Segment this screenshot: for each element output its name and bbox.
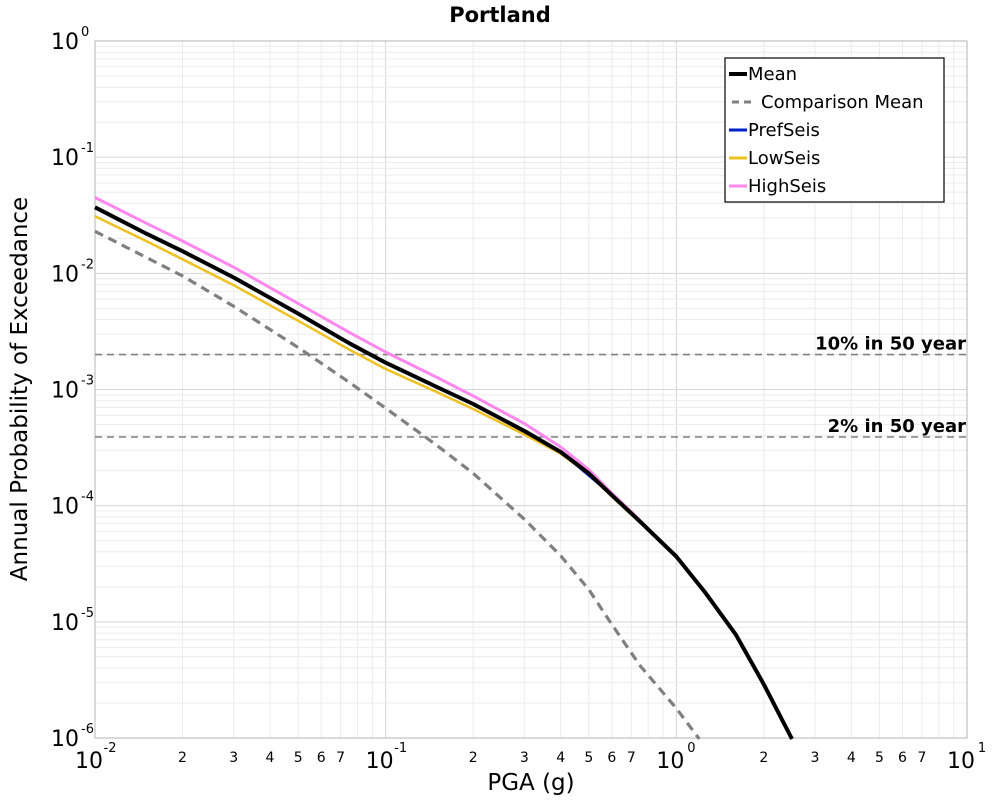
- x-minor-tick-label: 5: [584, 750, 593, 766]
- reference-line-label: 10% in 50 year: [815, 334, 966, 355]
- y-tick-label: 10: [51, 30, 79, 55]
- x-minor-tick-label: 2: [178, 750, 187, 766]
- legend-label: Comparison Mean: [761, 92, 924, 113]
- y-tick-label: 10: [51, 146, 79, 171]
- x-tick-label: 10: [656, 749, 684, 774]
- y-tick-exponent: -1: [81, 141, 94, 156]
- y-tick-label: 10: [51, 262, 79, 287]
- legend-label: Mean: [748, 64, 797, 85]
- x-minor-tick-label: 7: [627, 750, 636, 766]
- legend-box: [724, 57, 945, 203]
- plot-area-border: [94, 40, 968, 739]
- x-axis-label: PGA (g): [487, 770, 574, 796]
- x-minor-tick-label: 4: [266, 750, 275, 766]
- x-minor-tick-label: 3: [229, 750, 238, 766]
- x-tick-exponent: -2: [104, 741, 117, 756]
- x-minor-tick-label: 2: [469, 750, 478, 766]
- x-tick-label: 10: [75, 749, 103, 774]
- x-minor-tick-label: 6: [898, 750, 907, 766]
- x-minor-tick-label: 5: [294, 750, 303, 766]
- x-tick-exponent: 0: [687, 741, 695, 756]
- reference-line-label: 2% in 50 year: [828, 416, 966, 437]
- x-minor-tick-label: 4: [847, 750, 856, 766]
- y-tick-label: 10: [51, 495, 79, 520]
- y-tick-exponent: -6: [81, 722, 94, 737]
- y-tick-exponent: -3: [81, 374, 94, 389]
- x-tick-exponent: 1: [978, 741, 986, 756]
- legend-label: HighSeis: [748, 176, 826, 197]
- grid: [94, 40, 968, 739]
- y-tick-exponent: -2: [81, 257, 94, 272]
- series-line-lowseis: [94, 215, 641, 524]
- x-minor-tick-label: 6: [317, 750, 326, 766]
- legend-label: LowSeis: [748, 148, 820, 169]
- legend: Mean Comparison Mean PrefSeis LowSeis HighSe…: [724, 57, 945, 203]
- y-tick-label: 10: [51, 611, 79, 636]
- series-lines: [94, 196, 794, 740]
- series-line-comparison-mean: [94, 229, 701, 740]
- x-minor-tick-label: 3: [811, 750, 820, 766]
- x-tick-label: 10: [947, 749, 975, 774]
- series-line-highseis: [94, 196, 642, 522]
- x-minor-tick-label: 6: [607, 750, 616, 766]
- x-minor-tick-label: 3: [520, 750, 529, 766]
- x-minor-tick-label: 7: [918, 750, 927, 766]
- chart-title: Portland: [449, 3, 551, 27]
- y-tick-exponent: -5: [81, 606, 94, 621]
- y-tick-exponent: 0: [81, 25, 89, 40]
- y-tick-label: 10: [51, 727, 79, 752]
- y-tick-label: 10: [51, 379, 79, 404]
- x-minor-tick-label: 2: [759, 750, 768, 766]
- reference-lines: 10% in 50 year 2% in 50 year: [95, 334, 967, 438]
- y-axis-label: Annual Probability of Exceedance: [7, 197, 33, 581]
- x-minor-tick-label: 4: [556, 750, 565, 766]
- legend-label: PrefSeis: [748, 120, 820, 141]
- x-minor-tick-label: 5: [875, 750, 884, 766]
- x-tick-label: 10: [366, 749, 394, 774]
- y-tick-exponent: -4: [81, 490, 94, 505]
- x-tick-exponent: -1: [394, 741, 407, 756]
- x-minor-tick-label: 7: [336, 750, 345, 766]
- series-line-mean: [94, 205, 794, 740]
